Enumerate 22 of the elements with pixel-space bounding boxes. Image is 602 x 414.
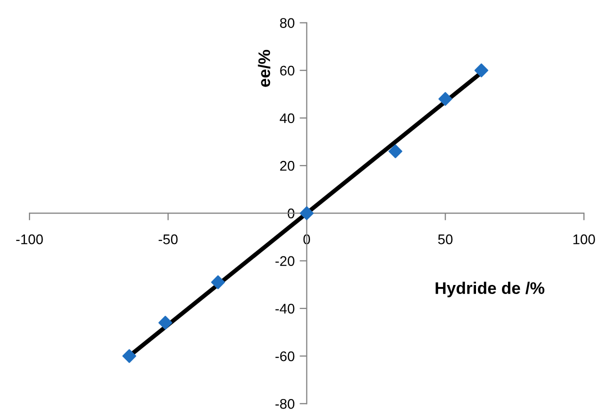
y-tick-label: 80 bbox=[280, 18, 294, 28]
point bbox=[211, 275, 225, 290]
x-tick-label: -100 bbox=[16, 234, 43, 244]
y-tick-label: -40 bbox=[275, 304, 294, 314]
point bbox=[388, 144, 402, 158]
y-tick-label: -80 bbox=[275, 398, 294, 409]
x-tick-label: 0 bbox=[303, 234, 310, 244]
point bbox=[300, 206, 314, 220]
y-tick-label: -60 bbox=[275, 351, 294, 362]
x-tick-label: -50 bbox=[158, 234, 178, 244]
point bbox=[474, 63, 488, 78]
x-axis-title: Hydride de /% bbox=[436, 282, 544, 298]
x-tick-label: 100 bbox=[573, 234, 595, 244]
y-tick-label: 60 bbox=[280, 66, 294, 76]
y-tick-label: 40 bbox=[280, 113, 294, 124]
x-tick-label: 50 bbox=[438, 234, 453, 244]
point bbox=[122, 349, 136, 363]
y-tick-label: -20 bbox=[275, 256, 294, 266]
y-axis-title: ee/% bbox=[258, 50, 270, 87]
y-tick-label: 20 bbox=[280, 160, 294, 171]
point bbox=[158, 316, 172, 330]
point bbox=[438, 92, 452, 106]
